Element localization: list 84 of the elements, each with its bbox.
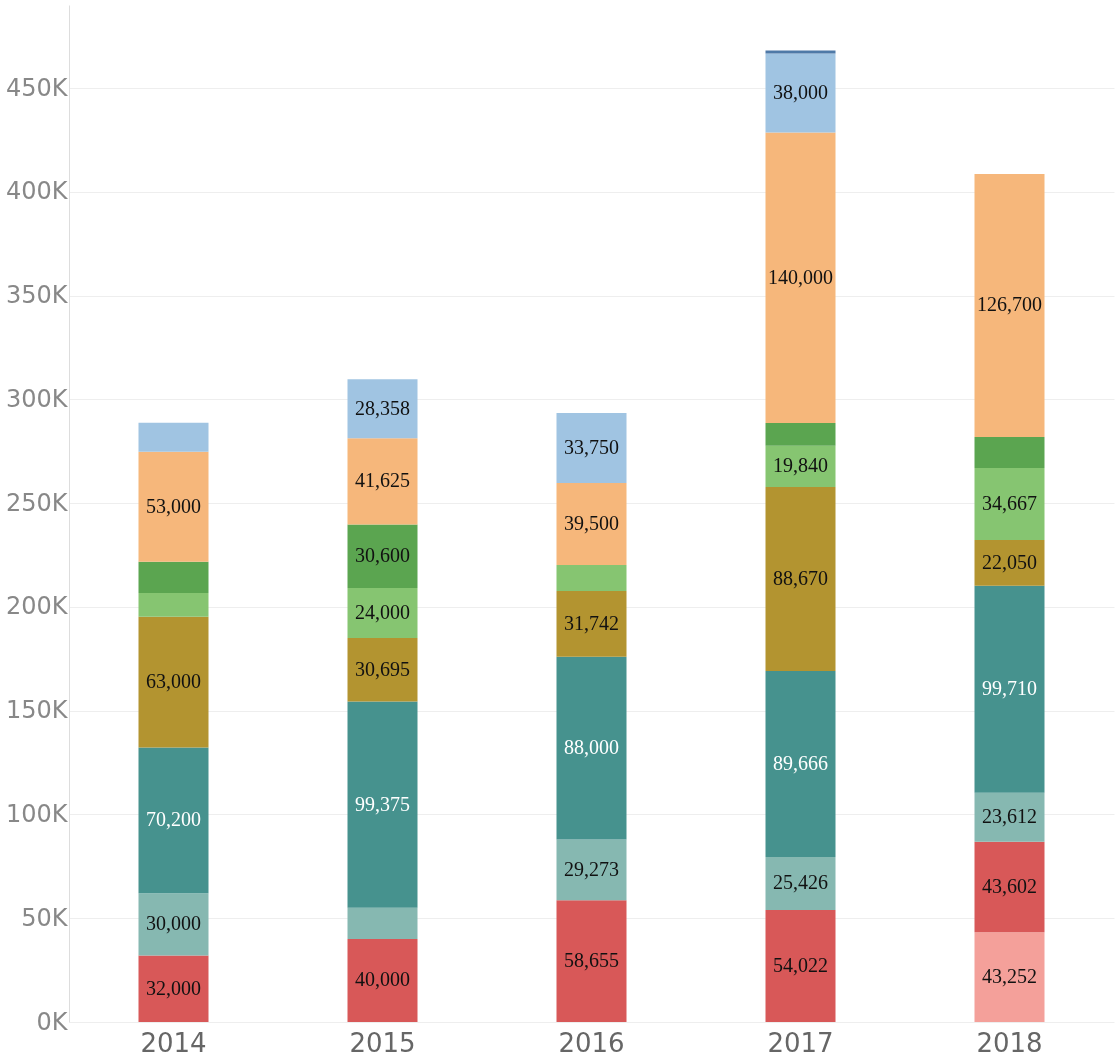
data-label: 34,667 bbox=[982, 492, 1037, 515]
y-tick-label: 400K bbox=[5, 177, 69, 206]
bar bbox=[347, 379, 418, 439]
bar bbox=[138, 616, 209, 748]
bar bbox=[556, 590, 627, 657]
y-tick-label: 250K bbox=[5, 488, 69, 517]
bar bbox=[974, 436, 1045, 469]
bar bbox=[556, 483, 627, 566]
bar bbox=[138, 955, 209, 1022]
data-label: 88,670 bbox=[773, 566, 828, 589]
data-label: 28,358 bbox=[355, 396, 410, 419]
data-label: 25,426 bbox=[773, 871, 828, 894]
bar bbox=[765, 50, 836, 54]
data-label: 126,700 bbox=[977, 293, 1042, 316]
data-label: 54,022 bbox=[773, 953, 828, 976]
data-label: 24,000 bbox=[355, 600, 410, 623]
bar bbox=[347, 438, 418, 525]
bar bbox=[556, 900, 627, 1022]
data-label: 89,666 bbox=[773, 752, 828, 775]
y-tick-label: 50K bbox=[21, 903, 69, 932]
bar bbox=[765, 422, 836, 446]
bar bbox=[138, 592, 209, 617]
data-label: 33,750 bbox=[564, 436, 619, 459]
bar bbox=[765, 486, 836, 671]
bar bbox=[138, 747, 209, 894]
x-tick-label: 2018 bbox=[976, 1027, 1043, 1058]
x-tick-label: 2017 bbox=[767, 1027, 834, 1058]
bar bbox=[556, 839, 627, 901]
data-label: 40,000 bbox=[355, 968, 410, 991]
data-label: 88,000 bbox=[564, 736, 619, 759]
data-label: 30,000 bbox=[146, 912, 201, 935]
bar bbox=[138, 422, 209, 452]
data-label: 31,742 bbox=[564, 611, 619, 634]
data-label: 99,375 bbox=[355, 792, 410, 815]
bar bbox=[347, 907, 418, 939]
data-label: 43,252 bbox=[982, 965, 1037, 988]
y-tick-label: 150K bbox=[5, 696, 69, 725]
data-label: 140,000 bbox=[768, 265, 833, 288]
y-tick-label: 200K bbox=[5, 592, 69, 621]
y-tick-label: 450K bbox=[5, 73, 69, 102]
bar bbox=[347, 701, 418, 908]
data-label: 39,500 bbox=[564, 512, 619, 535]
bar bbox=[765, 857, 836, 910]
bar bbox=[974, 932, 1045, 1022]
data-label: 29,273 bbox=[564, 857, 619, 880]
bar bbox=[556, 565, 627, 591]
data-label: 30,695 bbox=[355, 657, 410, 680]
x-tick-label: 2015 bbox=[349, 1027, 416, 1058]
bar bbox=[347, 524, 418, 589]
bar bbox=[556, 656, 627, 840]
bar bbox=[556, 413, 627, 484]
bar bbox=[974, 585, 1045, 793]
data-label: 99,710 bbox=[982, 677, 1037, 700]
bar bbox=[765, 671, 836, 858]
x-tick-label: 2014 bbox=[140, 1027, 207, 1058]
bar bbox=[974, 468, 1045, 541]
bar bbox=[138, 451, 209, 562]
data-label: 19,840 bbox=[773, 454, 828, 477]
data-label: 43,602 bbox=[982, 874, 1037, 897]
data-label: 70,200 bbox=[146, 808, 201, 831]
bar bbox=[347, 938, 418, 1022]
data-label: 53,000 bbox=[146, 494, 201, 517]
data-label: 23,612 bbox=[982, 805, 1037, 828]
data-label: 41,625 bbox=[355, 469, 410, 492]
bar bbox=[974, 841, 1045, 933]
bar bbox=[765, 53, 836, 133]
bar bbox=[138, 893, 209, 956]
y-tick-label: 0K bbox=[36, 1007, 69, 1036]
bar bbox=[974, 792, 1045, 842]
data-label: 22,050 bbox=[982, 550, 1037, 573]
bar bbox=[765, 132, 836, 423]
y-tick-label: 300K bbox=[5, 384, 69, 413]
bar bbox=[974, 173, 1045, 437]
data-label: 38,000 bbox=[773, 80, 828, 103]
y-tick-label: 100K bbox=[5, 799, 69, 828]
bar bbox=[138, 561, 209, 593]
y-tick-label: 350K bbox=[5, 281, 69, 310]
data-label: 30,600 bbox=[355, 544, 410, 567]
bar bbox=[765, 909, 836, 1022]
data-label: 32,000 bbox=[146, 976, 201, 999]
bar bbox=[347, 637, 418, 702]
x-tick-label: 2016 bbox=[558, 1027, 625, 1058]
data-label: 58,655 bbox=[564, 949, 619, 972]
data-label: 63,000 bbox=[146, 670, 201, 693]
